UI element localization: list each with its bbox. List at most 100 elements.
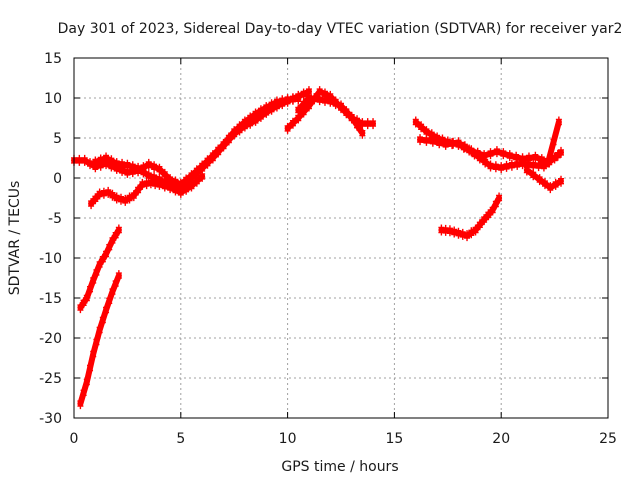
y-tick-label: 0 bbox=[53, 171, 62, 187]
data-point bbox=[536, 174, 543, 181]
y-tick-label: -10 bbox=[39, 251, 62, 267]
data-point bbox=[449, 138, 456, 145]
data-point bbox=[145, 170, 152, 177]
data-point bbox=[90, 274, 97, 281]
data-point bbox=[113, 192, 120, 199]
series-arc-e bbox=[295, 92, 366, 139]
data-point bbox=[103, 304, 110, 311]
data-point bbox=[81, 154, 88, 161]
data-point bbox=[348, 111, 355, 118]
data-point bbox=[321, 94, 328, 101]
data-point bbox=[554, 149, 561, 156]
data-point bbox=[300, 88, 307, 95]
data-point bbox=[498, 162, 505, 169]
data-point bbox=[103, 152, 110, 159]
y-tick-label: 15 bbox=[44, 51, 62, 67]
data-point bbox=[412, 116, 419, 123]
data-point bbox=[500, 148, 507, 155]
data-point bbox=[418, 121, 425, 128]
data-point bbox=[370, 118, 377, 125]
data-point bbox=[423, 126, 430, 133]
data-point bbox=[156, 163, 163, 170]
data-point bbox=[247, 112, 254, 119]
data-point bbox=[96, 188, 103, 195]
x-tick-label: 10 bbox=[279, 431, 297, 447]
data-point bbox=[143, 178, 150, 185]
data-point bbox=[183, 177, 190, 184]
data-point bbox=[199, 162, 206, 169]
data-point bbox=[199, 170, 206, 177]
data-point bbox=[83, 292, 90, 299]
data-point bbox=[188, 172, 195, 179]
data-point bbox=[129, 161, 136, 168]
data-point bbox=[354, 119, 361, 126]
data-point bbox=[257, 110, 264, 117]
data-point bbox=[215, 146, 222, 153]
data-point bbox=[273, 100, 280, 107]
x-tick-label: 15 bbox=[385, 431, 403, 447]
data-point bbox=[113, 158, 120, 165]
data-point bbox=[316, 94, 323, 101]
data-point bbox=[305, 86, 312, 93]
data-point bbox=[316, 86, 323, 93]
data-point bbox=[151, 172, 158, 179]
data-point bbox=[193, 167, 200, 174]
gridlines bbox=[74, 58, 608, 418]
data-point bbox=[487, 148, 494, 155]
data-series bbox=[71, 86, 565, 410]
data-point bbox=[90, 348, 97, 355]
data-point bbox=[100, 187, 107, 194]
data-point bbox=[359, 127, 366, 134]
y-tick-label: -5 bbox=[48, 211, 62, 227]
data-point bbox=[247, 117, 254, 124]
data-point bbox=[455, 137, 462, 144]
data-point bbox=[558, 175, 565, 182]
data-point bbox=[177, 186, 184, 193]
data-point bbox=[492, 198, 499, 205]
data-point bbox=[76, 154, 83, 161]
data-point bbox=[468, 227, 475, 234]
data-point bbox=[87, 362, 94, 369]
data-point bbox=[487, 160, 494, 167]
series-arc-i bbox=[417, 116, 562, 168]
data-point bbox=[530, 169, 537, 176]
data-point bbox=[279, 98, 286, 105]
data-point bbox=[481, 150, 488, 157]
data-point bbox=[417, 134, 424, 141]
data-point bbox=[338, 100, 344, 107]
data-point bbox=[161, 168, 168, 175]
data-point bbox=[140, 166, 147, 173]
data-point bbox=[204, 157, 211, 164]
data-point bbox=[284, 95, 291, 102]
data-point bbox=[80, 387, 87, 394]
data-point bbox=[300, 98, 307, 105]
data-point bbox=[263, 106, 270, 113]
data-point bbox=[167, 182, 174, 189]
data-point bbox=[446, 225, 453, 232]
data-point bbox=[545, 156, 552, 163]
data-point bbox=[156, 178, 163, 185]
data-point bbox=[558, 146, 565, 153]
data-point bbox=[550, 136, 557, 143]
data-point bbox=[434, 132, 441, 139]
data-point bbox=[451, 226, 458, 233]
data-point bbox=[519, 153, 526, 160]
data-point bbox=[193, 175, 200, 182]
data-point bbox=[532, 151, 539, 158]
data-point bbox=[152, 178, 159, 185]
data-point bbox=[468, 145, 475, 152]
series-arc-c bbox=[88, 170, 206, 210]
data-point bbox=[284, 122, 291, 129]
data-point bbox=[83, 376, 90, 383]
data-point bbox=[343, 106, 350, 113]
data-point bbox=[359, 118, 366, 125]
series-arc-g bbox=[77, 270, 122, 410]
data-point bbox=[220, 140, 227, 147]
data-point bbox=[77, 398, 84, 405]
data-point bbox=[493, 146, 500, 153]
data-point bbox=[305, 92, 312, 99]
plot-frame bbox=[73, 57, 609, 419]
data-point bbox=[461, 141, 468, 148]
data-point bbox=[552, 178, 559, 185]
